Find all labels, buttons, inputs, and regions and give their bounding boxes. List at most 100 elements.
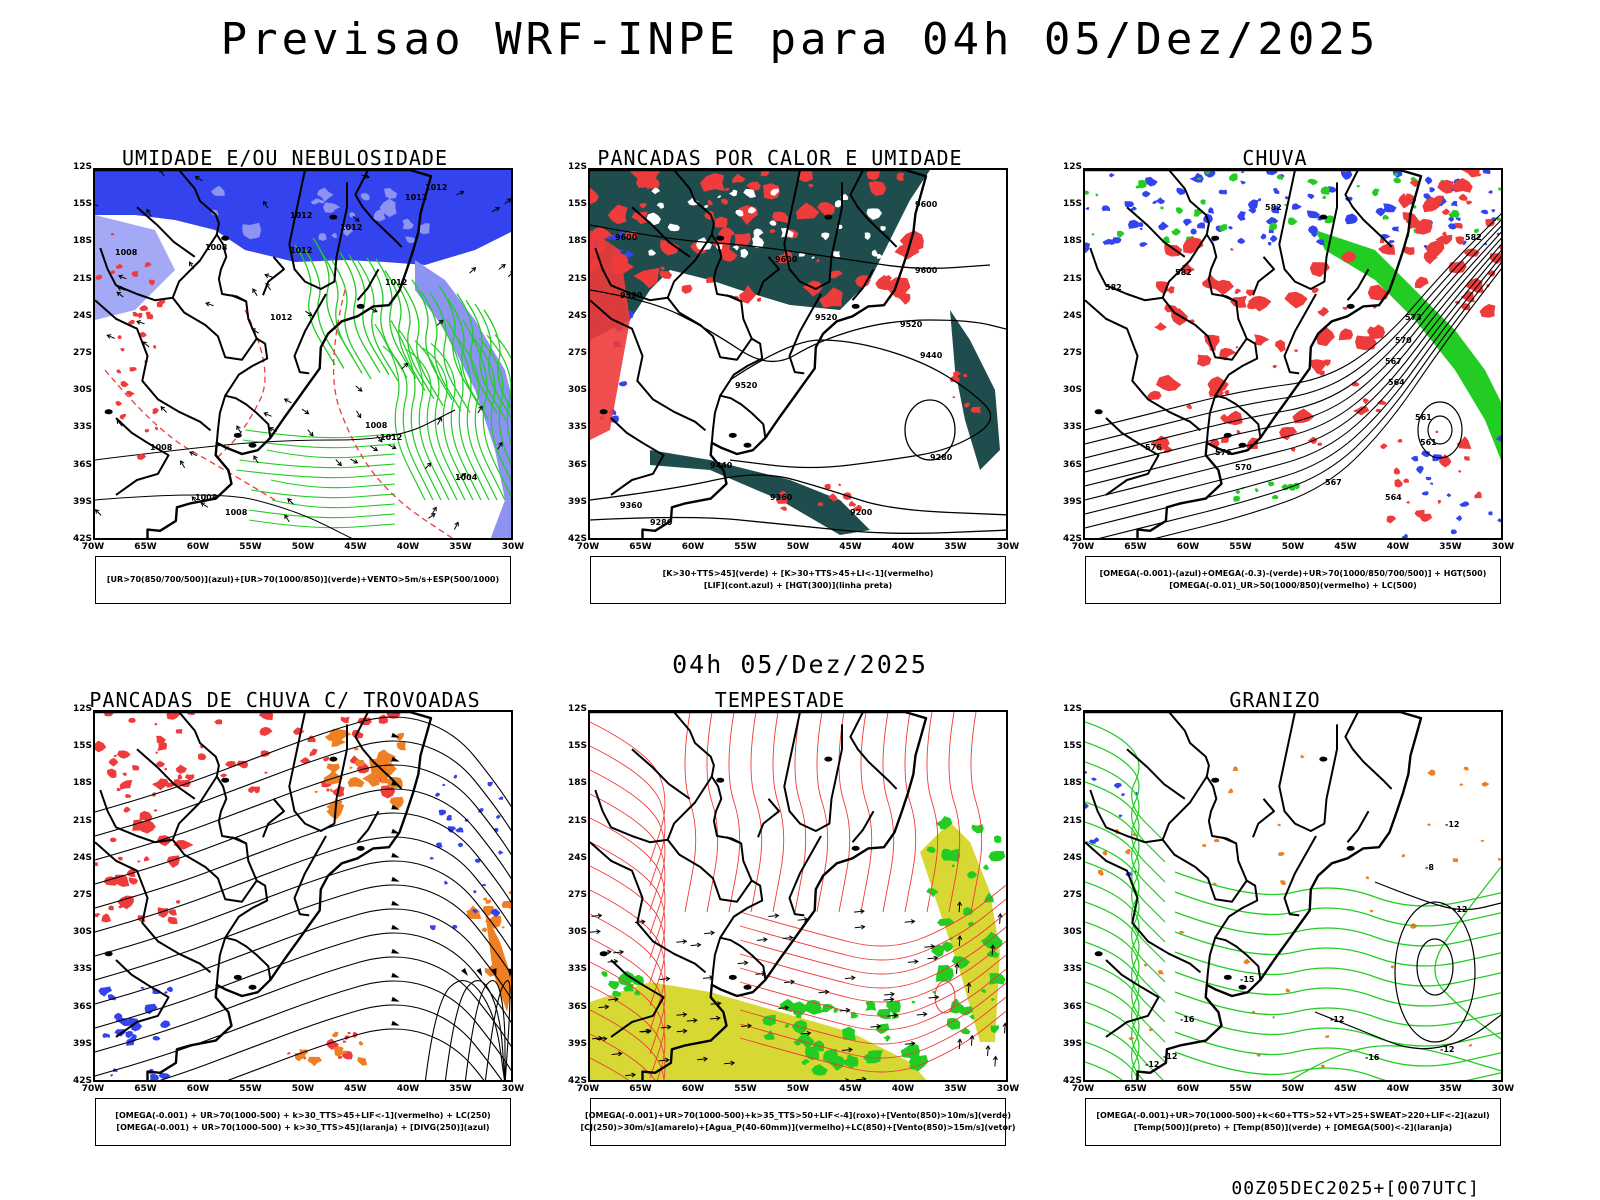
lon-tick-label: 55W bbox=[239, 542, 262, 552]
contour-label: -8 bbox=[1425, 863, 1434, 872]
lon-tick-label: 50W bbox=[1281, 1084, 1305, 1094]
lat-tick-label: 36S bbox=[72, 1001, 92, 1012]
map-canvas bbox=[590, 712, 1006, 1080]
ur-high-blob bbox=[210, 185, 430, 244]
contour-label: 9280 bbox=[650, 518, 673, 527]
panel-trovoadas: PANCADAS DE CHUVA C/ TROVOADAS 12S 15S 18S 2… bbox=[50, 688, 524, 1178]
lat-tick-label: 21S bbox=[72, 815, 92, 826]
lat-tick-label: 21S bbox=[567, 273, 587, 284]
contour-label: 582 bbox=[1175, 268, 1192, 277]
panel-title: CHUVA bbox=[1242, 146, 1308, 170]
contour-label: -12 bbox=[1145, 1060, 1159, 1069]
lon-tick-label: 45W bbox=[1334, 1084, 1357, 1094]
contour-label: 561 bbox=[1420, 438, 1437, 447]
lon-tick-label: 45W bbox=[344, 542, 367, 552]
lon-tick-label: 60W bbox=[186, 542, 210, 552]
legend-line: [LIF](cont.azul) + [HGT(300)](linha pret… bbox=[703, 581, 893, 590]
lon-tick-label: 65W bbox=[1124, 1084, 1147, 1094]
lat-tick-label: 24S bbox=[72, 852, 92, 863]
lon-tick-label: 40W bbox=[891, 1084, 915, 1094]
lon-tick-label: 35W bbox=[944, 542, 967, 552]
map-canvas: 5825825825825765765735705675645615615645… bbox=[1085, 170, 1501, 538]
contour-label: 582 bbox=[1265, 203, 1282, 212]
lon-tick-label: 30W bbox=[1491, 1084, 1515, 1094]
lat-tick-label: 36S bbox=[567, 459, 587, 470]
orange-omega bbox=[1097, 754, 1501, 1069]
lon-tick-label: 30W bbox=[501, 1084, 525, 1094]
contour-label: -12 bbox=[1163, 1052, 1177, 1061]
contour-label: 9520 bbox=[900, 320, 923, 329]
lat-tick-label: 15S bbox=[1062, 741, 1082, 752]
lat-tick-label: 21S bbox=[567, 815, 587, 826]
contour-label: 9200 bbox=[850, 508, 873, 517]
footer-timestamp: 00Z05DEC2025+[007UTC] bbox=[1231, 1178, 1480, 1199]
lat-tick-label: 33S bbox=[567, 964, 587, 975]
panel-title: UMIDADE E/OU NEBULOSIDADE bbox=[121, 146, 449, 170]
contour-label: -15 bbox=[1240, 975, 1255, 984]
blue-omega bbox=[1401, 435, 1501, 538]
lat-tick-label: 21S bbox=[72, 273, 92, 284]
contour-label: 1008 bbox=[195, 493, 218, 502]
map-canvas bbox=[95, 712, 511, 1080]
lon-tick-label: 60W bbox=[1176, 1084, 1200, 1094]
lon-tick-label: 65W bbox=[629, 1084, 652, 1094]
contour-label: 1012 bbox=[270, 313, 292, 322]
lon-tick-label: 60W bbox=[681, 1084, 705, 1094]
lat-tick-label: 12S bbox=[1062, 704, 1082, 714]
lon-tick-label: 55W bbox=[1229, 1084, 1252, 1094]
lon-tick-label: 50W bbox=[786, 542, 810, 552]
lat-tick-label: 30S bbox=[567, 927, 587, 938]
lon-tick-label: 40W bbox=[1386, 542, 1410, 552]
lat-tick-label: 12S bbox=[567, 704, 587, 714]
lon-tick-label: 55W bbox=[734, 542, 757, 552]
lat-tick-label: 33S bbox=[72, 964, 92, 975]
contour-label: 1008 bbox=[115, 248, 138, 257]
legend-line: [OMEGA(-0.01)_UR>50(1000/850)(vermelho) … bbox=[1169, 581, 1417, 590]
contour-label: 1008 bbox=[205, 243, 228, 252]
red-storms bbox=[95, 712, 194, 925]
lon-tick-label: 35W bbox=[449, 1084, 472, 1094]
contour-label: 1012 bbox=[425, 183, 447, 192]
lat-tick-label: 42S bbox=[72, 1076, 92, 1086]
lon-tick-label: 30W bbox=[996, 1084, 1020, 1094]
red-omega bbox=[1386, 430, 1482, 524]
contour-label: 1008 bbox=[365, 421, 388, 430]
lat-tick-label: 24S bbox=[1062, 852, 1082, 863]
contour-label: 570 bbox=[1235, 463, 1252, 472]
lat-tick-label: 18S bbox=[1062, 236, 1082, 247]
contour-label: 567 bbox=[1325, 478, 1342, 487]
lon-tick-label: 55W bbox=[1229, 542, 1252, 552]
forecast-map bbox=[93, 710, 513, 1082]
legend-box: [K>30+TTS>45](verde) + [K>30+TTS>45+LI<-… bbox=[590, 556, 1006, 604]
lat-tick-label: 36S bbox=[1062, 1001, 1082, 1012]
lon-tick-label: 70W bbox=[576, 1084, 600, 1094]
lon-tick-label: 40W bbox=[396, 542, 420, 552]
lat-tick-label: 33S bbox=[567, 422, 587, 433]
lat-tick-label: 33S bbox=[1062, 964, 1082, 975]
lat-tick-label: 30S bbox=[72, 385, 92, 396]
contour-label: 567 bbox=[1385, 357, 1402, 366]
red-omega bbox=[1147, 237, 1388, 453]
lon-tick-label: 60W bbox=[186, 1084, 210, 1094]
lon-tick-label: 70W bbox=[81, 542, 105, 552]
lat-tick-label: 42S bbox=[72, 534, 92, 544]
lat-tick-label: 15S bbox=[567, 199, 587, 210]
legend-box: [OMEGA(-0.001)-(azul)+OMEGA(-0.3)-(verde… bbox=[1085, 556, 1501, 604]
lon-tick-label: 55W bbox=[239, 1084, 262, 1094]
lat-tick-label: 24S bbox=[567, 310, 587, 321]
lon-tick-label: 35W bbox=[1439, 542, 1462, 552]
lat-tick-label: 39S bbox=[72, 1038, 92, 1049]
lat-tick-label: 30S bbox=[1062, 385, 1082, 396]
lon-tick-label: 70W bbox=[576, 542, 600, 552]
panel-title: TEMPESTADE bbox=[714, 688, 846, 712]
contour-label: 582 bbox=[1465, 233, 1482, 242]
panel-chuva: CHUVA 582 582 582 582 576 576 573 570 567 564 561 56… bbox=[1040, 146, 1514, 636]
panel-umidade: UMIDADE E/OU NEBULOSIDADE 1012 1012 1012 101… bbox=[50, 146, 524, 636]
contour-label: 1012 bbox=[385, 278, 407, 287]
legend-line: [Temp(500)](preto) + [Temp(850)](verde) … bbox=[1133, 1123, 1453, 1132]
contour-label: 1012 bbox=[290, 211, 312, 220]
orange-storms bbox=[294, 1031, 368, 1067]
contour-label: 561 bbox=[1415, 413, 1432, 422]
lat-tick-label: 21S bbox=[1062, 273, 1082, 284]
contour-label: 9600 bbox=[915, 200, 938, 209]
